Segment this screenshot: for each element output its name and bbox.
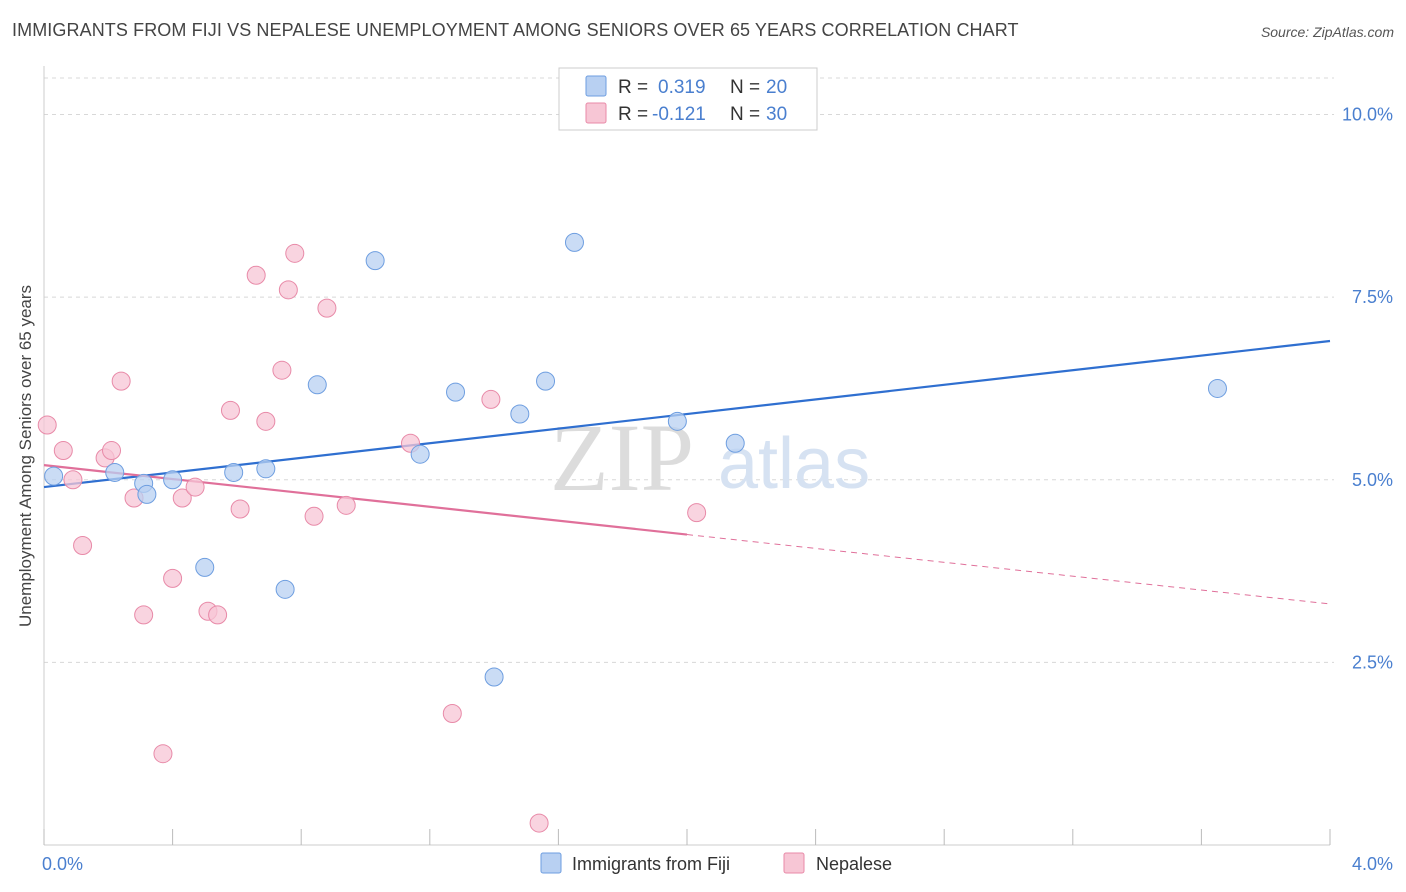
nepalese-point xyxy=(73,536,93,556)
legend-n-label-nepalese: N = xyxy=(730,104,760,125)
chart-title: IMMIGRANTS FROM FIJI VS NEPALESE UNEMPLO… xyxy=(12,20,1019,40)
legend-r-value-nepalese: -0.121 xyxy=(652,104,706,125)
legend-swatch-nepalese xyxy=(585,102,607,124)
nepalese-point xyxy=(687,503,707,523)
trend-lines xyxy=(43,339,1331,605)
nepalese-point xyxy=(163,568,183,588)
nepalese-point xyxy=(208,605,228,625)
legend-r-value-fiji: 0.319 xyxy=(658,77,706,98)
fiji-point xyxy=(410,444,430,464)
nepalese-point xyxy=(111,371,131,391)
fiji-point xyxy=(307,375,327,395)
nepalese-point xyxy=(256,411,276,431)
nepalese-point xyxy=(185,477,205,497)
bottom-legend-label-nepalese: Nepalese xyxy=(816,854,892,874)
nepalese-point xyxy=(304,506,324,526)
nepalese-point xyxy=(336,495,356,515)
nepalese-point xyxy=(317,298,337,318)
bottom-legend: Immigrants from Fiji Nepalese xyxy=(540,852,892,874)
nepalese-point xyxy=(172,488,192,508)
fiji-point xyxy=(275,579,295,599)
fiji-point xyxy=(564,232,584,252)
fiji-point xyxy=(365,251,385,271)
legend-box: R = 0.319 N = 20 R = -0.121 N = 30 xyxy=(558,67,818,131)
nepalese-point xyxy=(272,360,292,380)
fiji-point xyxy=(137,484,157,504)
fiji-point xyxy=(163,470,183,490)
legend-swatch-fiji xyxy=(585,75,607,97)
nepalese-point xyxy=(529,813,549,833)
nepalese-point xyxy=(246,265,266,285)
fiji-point xyxy=(105,462,125,482)
y-tick-label: 7.5% xyxy=(1352,287,1393,307)
source-label: Source: ZipAtlas.com xyxy=(1260,24,1394,40)
fiji-point xyxy=(446,382,466,402)
gridlines xyxy=(44,77,1334,663)
bottom-legend-swatch-fiji xyxy=(540,852,562,874)
fiji-point xyxy=(667,411,687,431)
nepalese-point xyxy=(102,441,122,461)
nepalese-point xyxy=(278,280,298,300)
fiji-point xyxy=(484,667,504,687)
fiji-point xyxy=(256,459,276,479)
nepalese-point xyxy=(285,243,305,263)
legend-n-value-fiji: 20 xyxy=(766,77,787,98)
fiji-point xyxy=(1207,378,1227,398)
legend-n-value-nepalese: 30 xyxy=(766,104,787,125)
fiji-point xyxy=(224,462,244,482)
watermark: ZIP atlas xyxy=(550,404,870,511)
nepalese-point xyxy=(134,605,154,625)
nepalese-trend-extension xyxy=(686,534,1331,605)
watermark-atlas: atlas xyxy=(718,424,870,504)
bottom-legend-label-fiji: Immigrants from Fiji xyxy=(572,854,730,874)
data-points xyxy=(37,232,1227,833)
x-tick-label: 0.0% xyxy=(42,854,83,874)
legend-r-label-nepalese: R = xyxy=(618,104,648,125)
bottom-legend-swatch-nepalese xyxy=(783,852,805,874)
y-tick-label: 2.5% xyxy=(1352,652,1393,672)
y-tick-label: 5.0% xyxy=(1352,470,1393,490)
nepalese-point xyxy=(37,415,57,435)
fiji-point xyxy=(536,371,556,391)
x-tick-labels: 0.0% 4.0% xyxy=(42,854,1393,874)
fiji-point xyxy=(725,433,745,453)
nepalese-point xyxy=(153,744,173,764)
x-tick-label: 4.0% xyxy=(1352,854,1393,874)
nepalese-point xyxy=(230,499,250,519)
nepalese-point xyxy=(220,400,240,420)
fiji-trend-line xyxy=(43,339,1331,489)
fiji-point xyxy=(44,466,64,486)
legend-n-label-fiji: N = xyxy=(730,77,760,98)
fiji-point xyxy=(195,557,215,577)
axes xyxy=(43,66,1331,846)
fiji-point xyxy=(510,404,530,424)
legend-r-label-fiji: R = xyxy=(618,77,648,98)
nepalese-point xyxy=(481,389,501,409)
nepalese-point xyxy=(442,704,462,724)
nepalese-point xyxy=(63,470,83,490)
y-tick-labels: 2.5% 5.0% 7.5% 10.0% xyxy=(1342,105,1393,673)
y-tick-label: 10.0% xyxy=(1342,105,1393,125)
nepalese-trend-line xyxy=(43,464,688,536)
nepalese-point xyxy=(53,441,73,461)
